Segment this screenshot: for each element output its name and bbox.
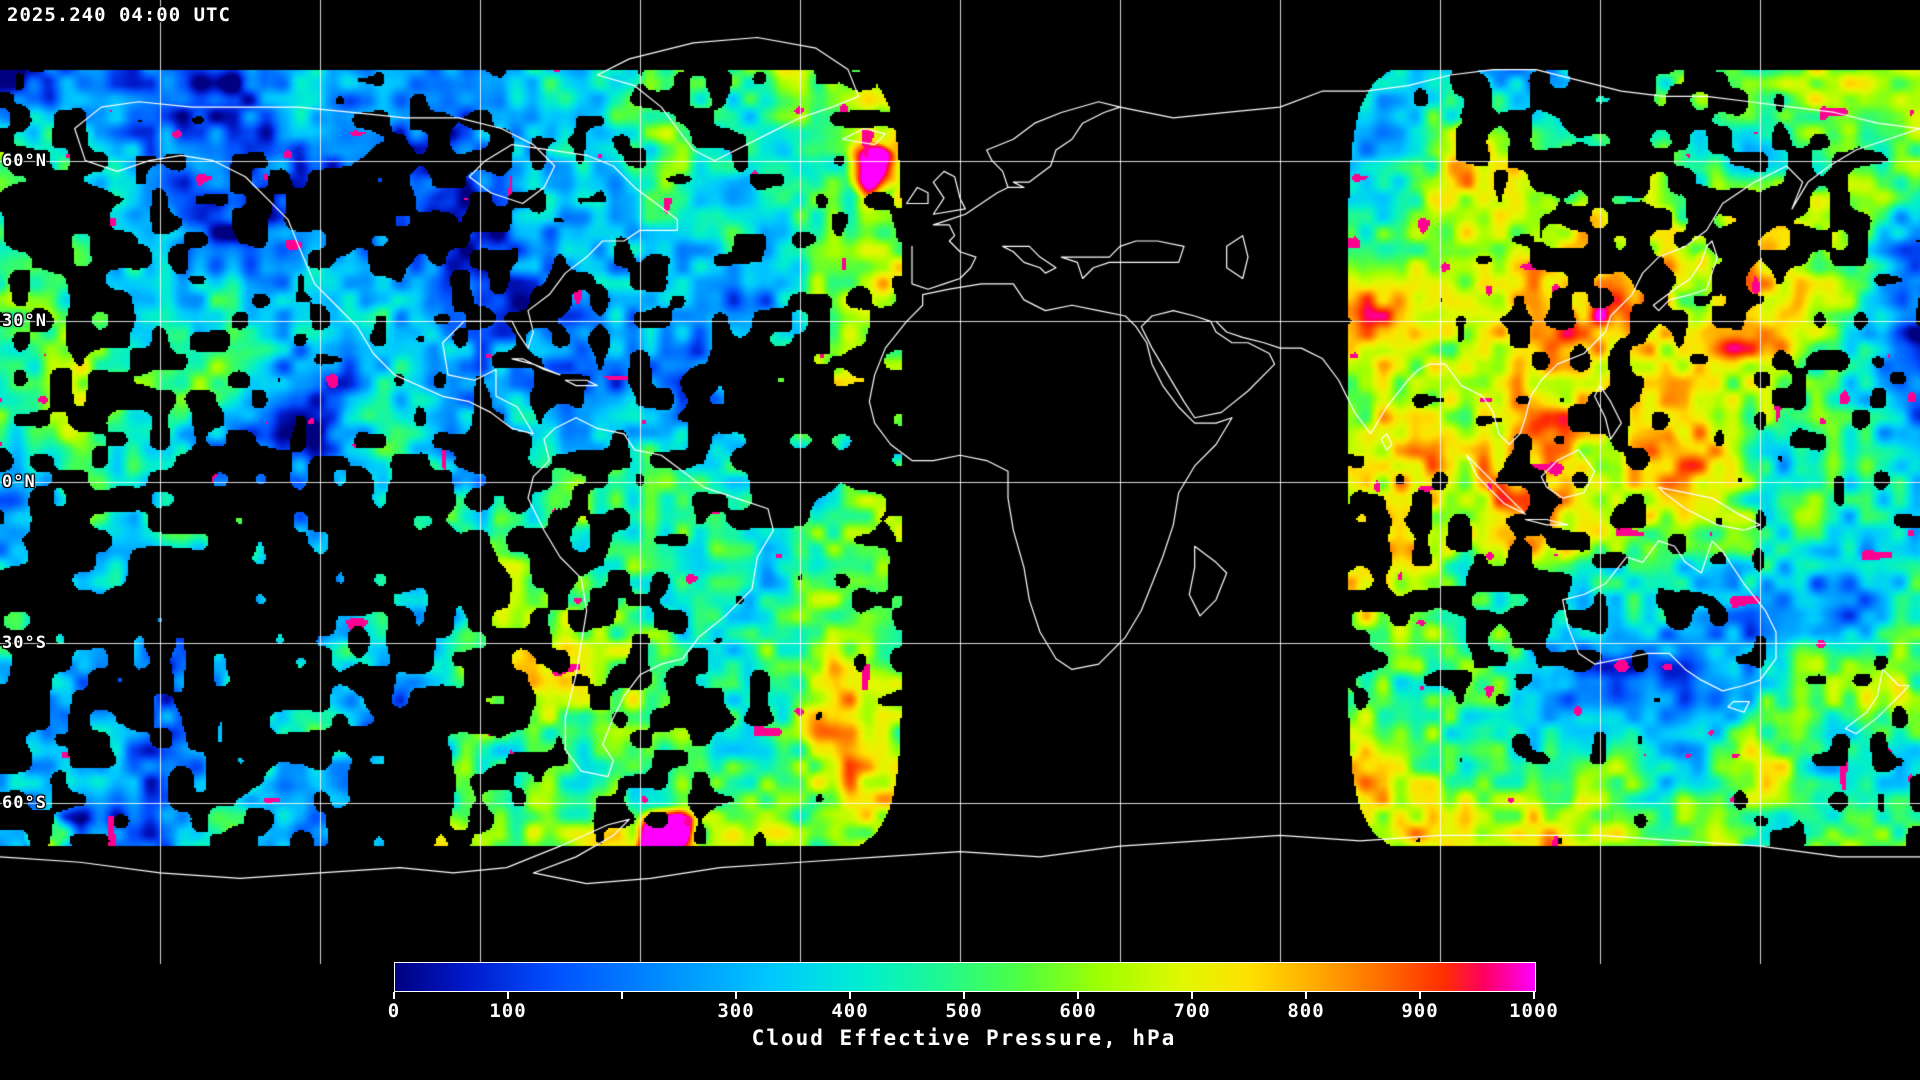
colorbar-tick [1533,992,1535,999]
colorbar-tick [735,992,737,999]
latitude-label: 0°N [2,472,36,492]
colorbar-tick-label: 800 [1287,1000,1325,1022]
colorbar-tick [393,992,395,999]
colorbar-tick-label: 400 [831,1000,869,1022]
colorbar-tick [621,992,623,999]
colorbar-tick [507,992,509,999]
latitude-label: 60°N [2,150,47,171]
colorbar-tick-label: 100 [489,1000,527,1022]
colorbar-tick [1305,992,1307,999]
colorbar-tick-label: 900 [1401,1000,1439,1022]
colorbar-tick-label: 500 [945,1000,983,1022]
colorbar-tick-label: 300 [717,1000,755,1022]
timestamp-label: 2025.240 04:00 UTC [7,4,231,26]
colorbar-tick [1419,992,1421,999]
latitude-label: 60°S [2,793,47,814]
colorbar-tick [963,992,965,999]
colorbar-tick-label: 1000 [1509,1000,1559,1022]
colorbar-tick-label: 0 [387,1000,401,1022]
colorbar-tick [1191,992,1193,999]
colorbar-tick [849,992,851,999]
latitude-label: 30°S [2,632,47,653]
colorbar-tick [1077,992,1079,999]
colorbar-tick-label: 700 [1173,1000,1211,1022]
colorbar-title: Cloud Effective Pressure, hPa [751,1026,1177,1050]
colorbar-gradient [394,962,1536,992]
colorbar-tick-label: 600 [1059,1000,1097,1022]
latitude-label: 30°N [2,311,47,332]
